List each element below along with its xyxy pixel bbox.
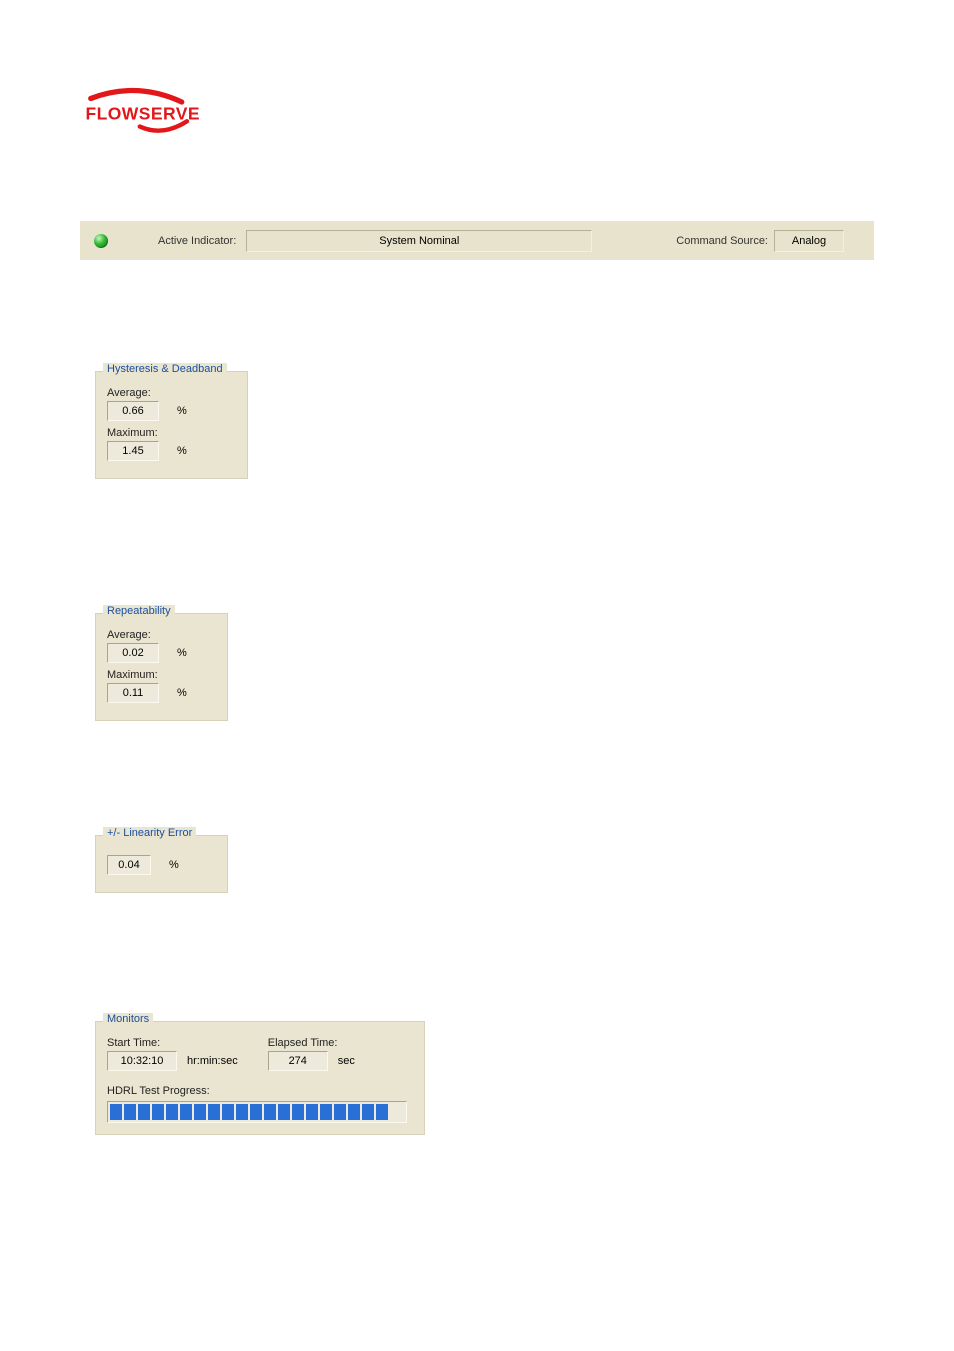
hdb-maximum-value: 1.45 [107, 441, 159, 461]
elapsed-time-value: 274 [268, 1051, 328, 1071]
progress-segment [208, 1104, 220, 1120]
status-header-bar: Active Indicator: System Nominal Command… [80, 220, 874, 260]
repeatability-title: Repeatability [103, 605, 175, 617]
start-time-value: 10:32:10 [107, 1051, 177, 1071]
hdb-average-unit: % [177, 405, 187, 417]
progress-segment [278, 1104, 290, 1120]
rep-average-label: Average: [107, 629, 214, 641]
system-status-field: System Nominal [246, 230, 592, 252]
flowserve-logo: FLOWSERVE [75, 85, 215, 140]
linearity-error-title: +/- Linearity Error [103, 827, 196, 839]
hdrl-progress-bar [107, 1101, 407, 1123]
progress-label: HDRL Test Progress: [107, 1085, 411, 1097]
linearity-error-unit: % [169, 859, 179, 871]
progress-segment [264, 1104, 276, 1120]
progress-segment [124, 1104, 136, 1120]
hysteresis-deadband-group: Hysteresis & Deadband Average: 0.66 % Ma… [94, 370, 249, 480]
hdb-maximum-label: Maximum: [107, 427, 234, 439]
rep-average-value: 0.02 [107, 643, 159, 663]
progress-segment [110, 1104, 122, 1120]
hdb-average-label: Average: [107, 387, 234, 399]
elapsed-time-unit: sec [338, 1055, 355, 1067]
hysteresis-deadband-title: Hysteresis & Deadband [103, 363, 227, 375]
progress-segment [348, 1104, 360, 1120]
repeatability-group: Repeatability Average: 0.02 % Maximum: 0… [94, 612, 229, 722]
status-led-icon [94, 234, 108, 248]
progress-segment [376, 1104, 388, 1120]
progress-segment [236, 1104, 248, 1120]
start-time-unit: hr:min:sec [187, 1055, 238, 1067]
logo-container: FLOWSERVE [0, 0, 954, 140]
progress-segment [138, 1104, 150, 1120]
active-indicator-label: Active Indicator: [158, 235, 236, 247]
rep-average-unit: % [177, 647, 187, 659]
progress-segment [292, 1104, 304, 1120]
linearity-error-group: +/- Linearity Error 0.04 % [94, 834, 229, 894]
progress-segment [250, 1104, 262, 1120]
progress-segment [362, 1104, 374, 1120]
hdb-average-value: 0.66 [107, 401, 159, 421]
rep-maximum-unit: % [177, 687, 187, 699]
monitors-title: Monitors [103, 1013, 153, 1025]
logo-text: FLOWSERVE [86, 104, 200, 124]
elapsed-time-label: Elapsed Time: [268, 1037, 355, 1049]
hdb-maximum-unit: % [177, 445, 187, 457]
progress-segment [334, 1104, 346, 1120]
rep-maximum-label: Maximum: [107, 669, 214, 681]
linearity-error-value: 0.04 [107, 855, 151, 875]
progress-segment [180, 1104, 192, 1120]
progress-segment [152, 1104, 164, 1120]
command-source-label: Command Source: [672, 235, 768, 247]
command-source-value: Analog [774, 230, 844, 252]
progress-segment [194, 1104, 206, 1120]
start-time-label: Start Time: [107, 1037, 238, 1049]
progress-segment [320, 1104, 332, 1120]
rep-maximum-value: 0.11 [107, 683, 159, 703]
logo-arc-top-icon [91, 91, 182, 102]
monitors-group: Monitors Start Time: 10:32:10 hr:min:sec… [94, 1020, 426, 1136]
progress-segment [222, 1104, 234, 1120]
progress-segment [166, 1104, 178, 1120]
progress-segment [306, 1104, 318, 1120]
